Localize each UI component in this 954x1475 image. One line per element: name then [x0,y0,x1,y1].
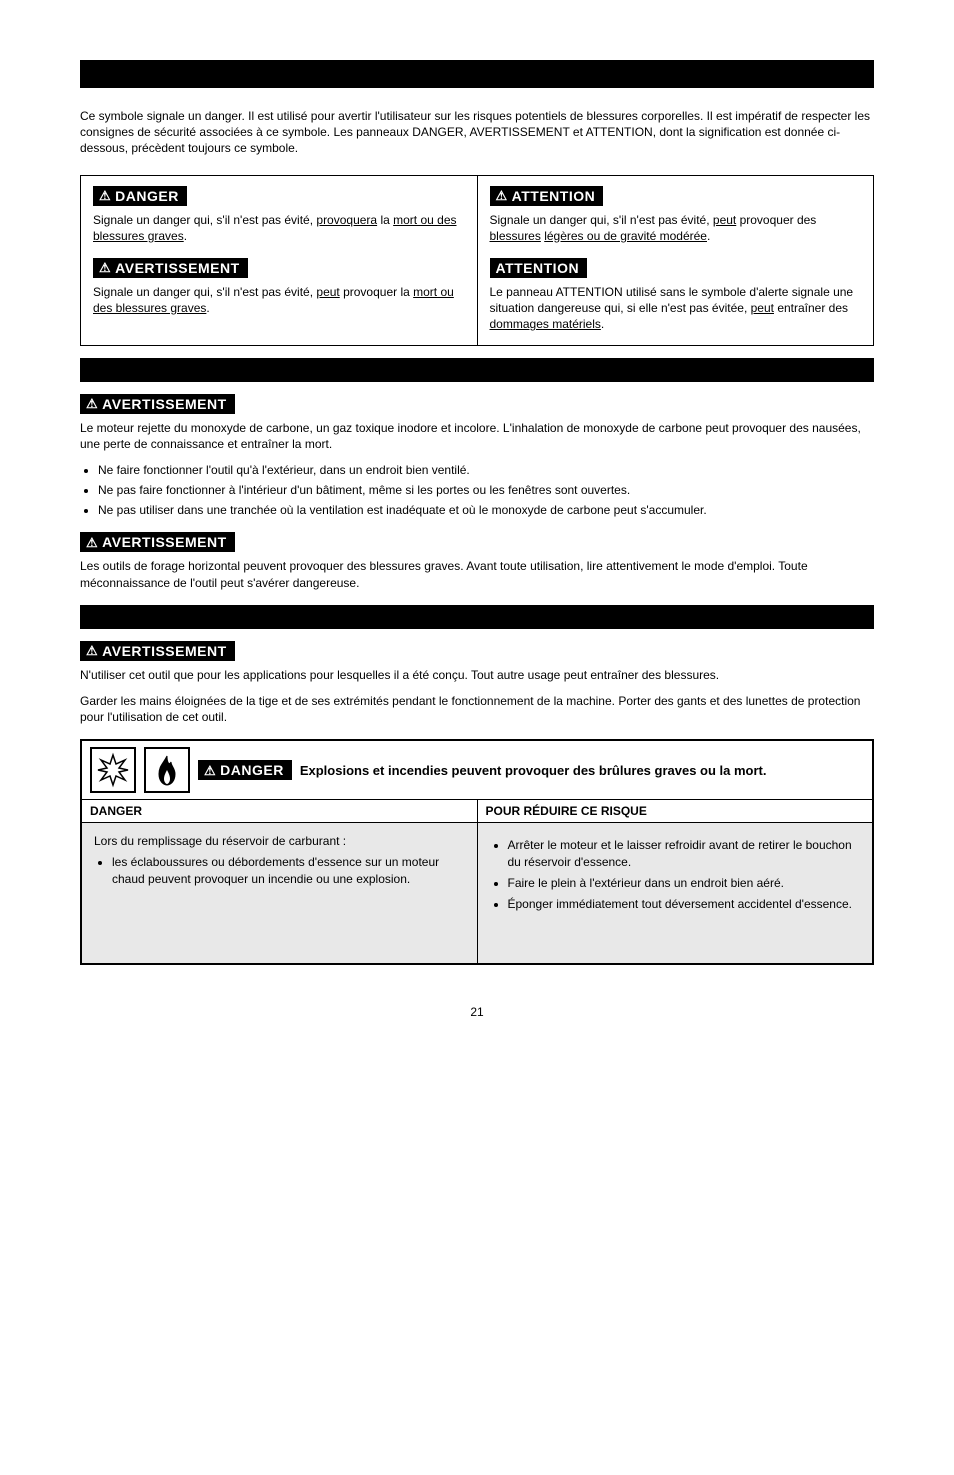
list-item: Arrêter le moteur et le laisser refroidi… [508,837,861,871]
danger-label: DANGER [220,762,284,778]
list-item: Éponger immédiatement tout déversement a… [508,896,861,913]
alert-triangle-icon: ⚠ [99,261,111,274]
drilling-warning-text: Les outils de forage horizontal peuvent … [80,558,874,590]
co-warning-badge-line: ⚠ AVERTISSEMENT [80,394,874,414]
co-warning-list: Ne faire fonctionner l'outil qu'à l'exté… [98,462,874,519]
notice-label: ATTENTION [496,260,580,276]
section-header-bar-1 [80,60,874,88]
warning-badge: ⚠ AVERTISSEMENT [80,394,235,414]
usage-warning-badge-line: ⚠ AVERTISSEMENT [80,641,874,661]
co-warning-block: ⚠ AVERTISSEMENT Le moteur rejette du mon… [80,394,874,519]
definitions-right-column: ⚠ ATTENTION Signale un danger qui, s'il … [478,176,874,345]
hazard-subhead-left: DANGER [82,800,478,822]
danger-badge: ⚠ DANGER [93,186,187,206]
warning-badge: ⚠ AVERTISSEMENT [80,532,235,552]
warning-badge: ⚠ AVERTISSEMENT [80,641,235,661]
hazard-subheader-row: DANGER POUR RÉDUIRE CE RISQUE [82,800,872,823]
fire-icon [144,747,190,793]
hazard-subhead-right: POUR RÉDUIRE CE RISQUE [478,800,873,822]
danger-badge: ⚠ DANGER [198,760,292,780]
alert-triangle-icon: ⚠ [86,644,98,657]
intro-line-1: Ce symbole signale un danger. Il est uti… [80,109,638,123]
alert-triangle-icon: ⚠ [496,189,508,202]
list-item: les éclaboussures ou débordements d'esse… [112,854,465,888]
list-item: Ne pas faire fonctionner à l'intérieur d… [98,482,874,498]
list-item: Ne pas utiliser dans une tranchée où la … [98,502,874,518]
section-header-bar-2 [80,358,874,382]
explosion-icon [90,747,136,793]
caution-badge: ⚠ ATTENTION [490,186,604,206]
warning-label: AVERTISSEMENT [102,534,226,550]
hazard-body-right: Arrêter le moteur et le laisser refroidi… [478,823,873,963]
notice-signal-row: ATTENTION [490,258,862,278]
hazard-header-text: Explosions et incendies peuvent provoque… [300,763,767,778]
warning-label: AVERTISSEMENT [102,643,226,659]
page-number: 21 [80,1005,874,1019]
hazard-body-row: Lors du remplissage du réservoir de carb… [82,823,872,963]
usage-warning-text-2: Garder les mains éloignées de la tige et… [80,693,874,725]
intro-paragraph: Ce symbole signale un danger. Il est uti… [80,108,874,157]
alert-triangle-icon: ⚠ [99,189,111,202]
warning-signal-row: ⚠ AVERTISSEMENT [93,258,465,278]
alert-triangle-icon: ⚠ [86,536,98,549]
usage-warning-text-1: N'utiliser cet outil que pour les applic… [80,667,874,683]
danger-signal-row: ⚠ DANGER [93,186,465,206]
danger-definition: Signale un danger qui, s'il n'est pas év… [93,212,465,244]
drilling-warning-block: ⚠ AVERTISSEMENT Les outils de forage hor… [80,532,874,590]
danger-label: DANGER [115,188,179,204]
warning-badge: ⚠ AVERTISSEMENT [93,258,248,278]
warning-label: AVERTISSEMENT [102,396,226,412]
list-item: Ne faire fonctionner l'outil qu'à l'exté… [98,462,874,478]
hazard-table: ⚠ DANGER Explosions et incendies peuvent… [80,739,874,965]
alert-triangle-icon: ⚠ [204,764,216,777]
caution-signal-row: ⚠ ATTENTION [490,186,862,206]
caution-label: ATTENTION [512,188,596,204]
caution-definition: Signale un danger qui, s'il n'est pas év… [490,212,862,244]
list-item: Faire le plein à l'extérieur dans un end… [508,875,861,892]
notice-definition: Le panneau ATTENTION utilisé sans le sym… [490,284,862,333]
notice-badge: ATTENTION [490,258,588,278]
hazard-body-left: Lors du remplissage du réservoir de carb… [82,823,478,963]
section-header-bar-3 [80,605,874,629]
warning-label: AVERTISSEMENT [115,260,239,276]
warning-definition: Signale un danger qui, s'il n'est pas év… [93,284,465,316]
usage-warning-block: ⚠ AVERTISSEMENT N'utiliser cet outil que… [80,641,874,726]
hazard-left-intro: Lors du remplissage du réservoir de carb… [94,833,465,850]
definitions-frame: ⚠ DANGER Signale un danger qui, s'il n'e… [80,175,874,346]
hazard-header-row: ⚠ DANGER Explosions et incendies peuvent… [82,741,872,800]
definitions-left-column: ⚠ DANGER Signale un danger qui, s'il n'e… [81,176,478,345]
page-root: Ce symbole signale un danger. Il est uti… [0,0,954,1059]
co-warning-text: Le moteur rejette du monoxyde de carbone… [80,420,874,452]
drilling-warning-badge-line: ⚠ AVERTISSEMENT [80,532,874,552]
alert-triangle-icon: ⚠ [86,397,98,410]
